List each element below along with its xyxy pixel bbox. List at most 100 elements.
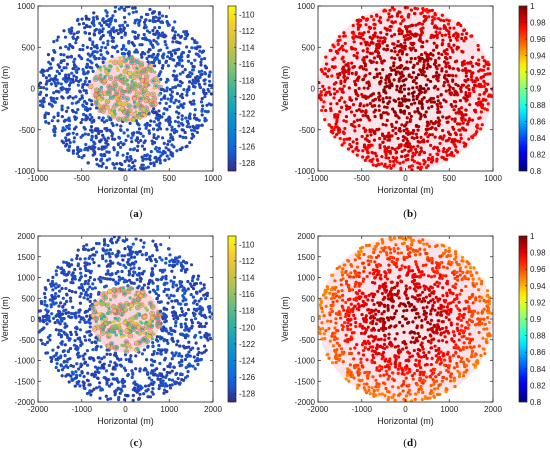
data-point [383, 393, 387, 398]
data-point [324, 304, 328, 308]
data-point [85, 24, 90, 29]
data-point [54, 269, 58, 273]
data-point [141, 163, 145, 167]
data-point [485, 316, 490, 320]
data-point [150, 324, 154, 328]
data-point [191, 84, 196, 89]
data-point [98, 396, 102, 400]
data-point [76, 355, 80, 359]
data-point [147, 156, 151, 161]
data-point [479, 82, 483, 87]
data-point [78, 148, 82, 152]
data-point [108, 352, 112, 357]
data-point [431, 96, 435, 101]
data-point [167, 157, 171, 161]
data-point [74, 347, 78, 351]
data-point [176, 33, 180, 37]
data-point [165, 46, 169, 50]
data-point [383, 137, 387, 141]
data-point [45, 68, 50, 73]
data-point [136, 291, 141, 296]
colorbar-tick-label: -126 [239, 373, 256, 382]
data-point [73, 338, 77, 343]
panel-caption-close: ) [139, 208, 143, 220]
data-point [486, 289, 490, 293]
data-point [184, 311, 188, 316]
data-point [350, 71, 354, 75]
data-point [119, 77, 123, 81]
data-point [137, 74, 141, 78]
data-point [364, 68, 368, 72]
data-point [162, 388, 167, 392]
data-point [161, 87, 165, 92]
colorbar-tick-label: -114 [239, 43, 255, 52]
data-point [39, 90, 43, 94]
data-point [157, 146, 161, 150]
data-point [140, 70, 145, 74]
data-point [101, 109, 105, 113]
data-point [148, 64, 152, 68]
data-point [115, 377, 119, 381]
data-point [190, 37, 194, 41]
data-point [422, 273, 426, 277]
data-point [436, 16, 441, 21]
data-point [185, 144, 189, 148]
data-point [62, 365, 66, 370]
data-point [43, 295, 47, 300]
data-point [118, 303, 122, 307]
data-point [370, 386, 374, 390]
data-point [165, 307, 169, 312]
data-point [91, 372, 95, 376]
data-point [462, 39, 466, 43]
data-point [388, 151, 393, 155]
data-point [152, 352, 156, 356]
data-point [188, 125, 192, 129]
data-point [205, 103, 209, 107]
data-point [86, 363, 90, 367]
data-point [160, 14, 165, 18]
data-point [138, 97, 143, 101]
data-point [148, 48, 152, 52]
data-point [158, 309, 163, 313]
data-point [69, 311, 74, 316]
data-point [198, 75, 202, 79]
data-point [150, 311, 154, 316]
data-point [84, 142, 88, 147]
data-point [98, 65, 102, 69]
data-point [186, 334, 190, 338]
data-point [57, 72, 62, 76]
data-point [87, 269, 91, 273]
data-point [160, 136, 165, 140]
data-point [61, 126, 65, 130]
data-point [157, 93, 161, 97]
data-point [170, 128, 174, 132]
data-point [60, 374, 64, 378]
y-tick-label: -1000 [15, 357, 36, 366]
data-point [187, 340, 191, 344]
data-point [351, 36, 356, 40]
data-point [143, 367, 147, 371]
data-point [128, 318, 132, 322]
data-point [125, 151, 130, 156]
data-point [94, 386, 99, 390]
data-point [103, 75, 107, 79]
data-point [171, 58, 175, 62]
data-point [72, 312, 76, 316]
data-point [455, 45, 460, 49]
data-point [393, 50, 397, 54]
data-point [111, 36, 116, 40]
data-point [97, 56, 101, 61]
data-point [382, 59, 386, 63]
data-point [381, 41, 385, 45]
data-point [164, 313, 168, 318]
data-point [125, 128, 129, 132]
data-point [147, 131, 152, 135]
data-point [122, 292, 127, 296]
data-point [70, 315, 74, 319]
data-point [447, 32, 451, 36]
data-point [50, 312, 54, 316]
data-point [361, 77, 366, 81]
data-point [380, 132, 385, 136]
data-point [97, 116, 101, 120]
data-point [343, 79, 347, 84]
